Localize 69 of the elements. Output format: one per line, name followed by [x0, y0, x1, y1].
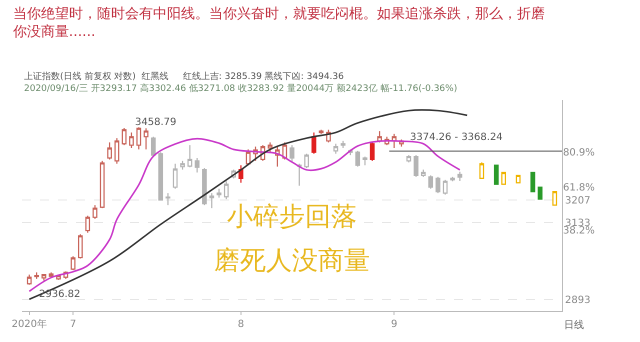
candlestick — [318, 129, 324, 134]
candlestick — [172, 163, 178, 190]
candlestick — [107, 142, 112, 160]
x-tick-label: 7 — [70, 319, 76, 330]
candlestick — [100, 160, 105, 209]
candlestick — [370, 142, 375, 162]
candlestick — [209, 192, 214, 209]
candlestick — [144, 128, 148, 150]
text: 上证指数(日线 前复权 对数) 红黑线 红线上吉: 3285.39 黑线下凶: 3494.36 — [24, 71, 344, 82]
candlestick — [340, 140, 346, 149]
candlestick — [450, 176, 455, 182]
candlestick — [530, 172, 536, 192]
y-tick-label: 3207 — [565, 196, 590, 207]
candlestick — [442, 179, 448, 196]
y2-tick-label: 80.9% — [563, 148, 595, 159]
candlestick — [136, 126, 142, 150]
candlestick — [494, 164, 499, 185]
candlestick — [180, 160, 185, 170]
candlestick — [457, 171, 462, 182]
annotation: 小碎步回落 — [227, 202, 357, 232]
candlestick — [290, 144, 294, 163]
candlestick — [129, 132, 134, 149]
candlestick — [414, 154, 418, 178]
candlestick — [114, 138, 120, 164]
candlestick — [92, 204, 98, 220]
candlestick — [420, 168, 426, 178]
candlestick — [166, 192, 170, 206]
candlestick — [202, 168, 207, 206]
y2-tick-label: 61.8% — [563, 182, 595, 194]
x-tick-label: 8 — [238, 319, 244, 330]
candlestick — [362, 156, 368, 166]
candlestick — [34, 272, 39, 280]
candlestick — [238, 164, 244, 184]
candlestick — [70, 256, 76, 271]
chart-title: 当你绝望时，随时会有中阳线。当你兴奋时，就要吃闷棍。如果追涨杀跌，那么，折磨你没商量...... — [12, 6, 545, 40]
text: 日线 — [564, 319, 584, 331]
candlestick — [355, 150, 360, 168]
candlestick — [42, 273, 46, 282]
candlestick — [436, 176, 440, 194]
candlestick — [216, 188, 222, 198]
candlestick — [552, 191, 558, 206]
candlestick — [187, 144, 192, 168]
candlestick — [122, 127, 127, 146]
candlestick — [78, 234, 83, 260]
candlestick — [538, 186, 542, 200]
x-tick-label: 9 — [390, 319, 398, 330]
candlestick — [428, 174, 434, 190]
x-tick-label: 2020年 — [12, 318, 48, 330]
candlestick — [501, 172, 506, 185]
candlestick — [268, 142, 272, 153]
candlestick — [516, 174, 521, 184]
y-tick-label: 2893 — [565, 294, 590, 306]
candlestick — [224, 180, 229, 200]
candlestick — [479, 162, 484, 179]
candlestick — [333, 143, 338, 154]
candlestick — [406, 154, 412, 163]
candlestick — [312, 132, 316, 154]
annotation: 3458.79 — [135, 117, 176, 128]
annotation: 2936.82 — [39, 289, 80, 300]
annotation: 3374.26 - 3368.24 — [410, 132, 503, 143]
candlestick — [158, 152, 164, 202]
candlestick — [194, 157, 200, 174]
candlestick — [296, 163, 302, 186]
candlestick — [304, 153, 309, 169]
candlestick — [26, 274, 32, 286]
candlestick — [150, 136, 156, 156]
candlestick — [85, 215, 90, 234]
annotation: 磨死人没商量 — [214, 246, 370, 276]
text: 2020/09/16/三 开3293.17 高3302.46 低3271.08 收3283.92 量20044万 额2423亿 幅-11.76(-0.36%) — [24, 83, 458, 94]
